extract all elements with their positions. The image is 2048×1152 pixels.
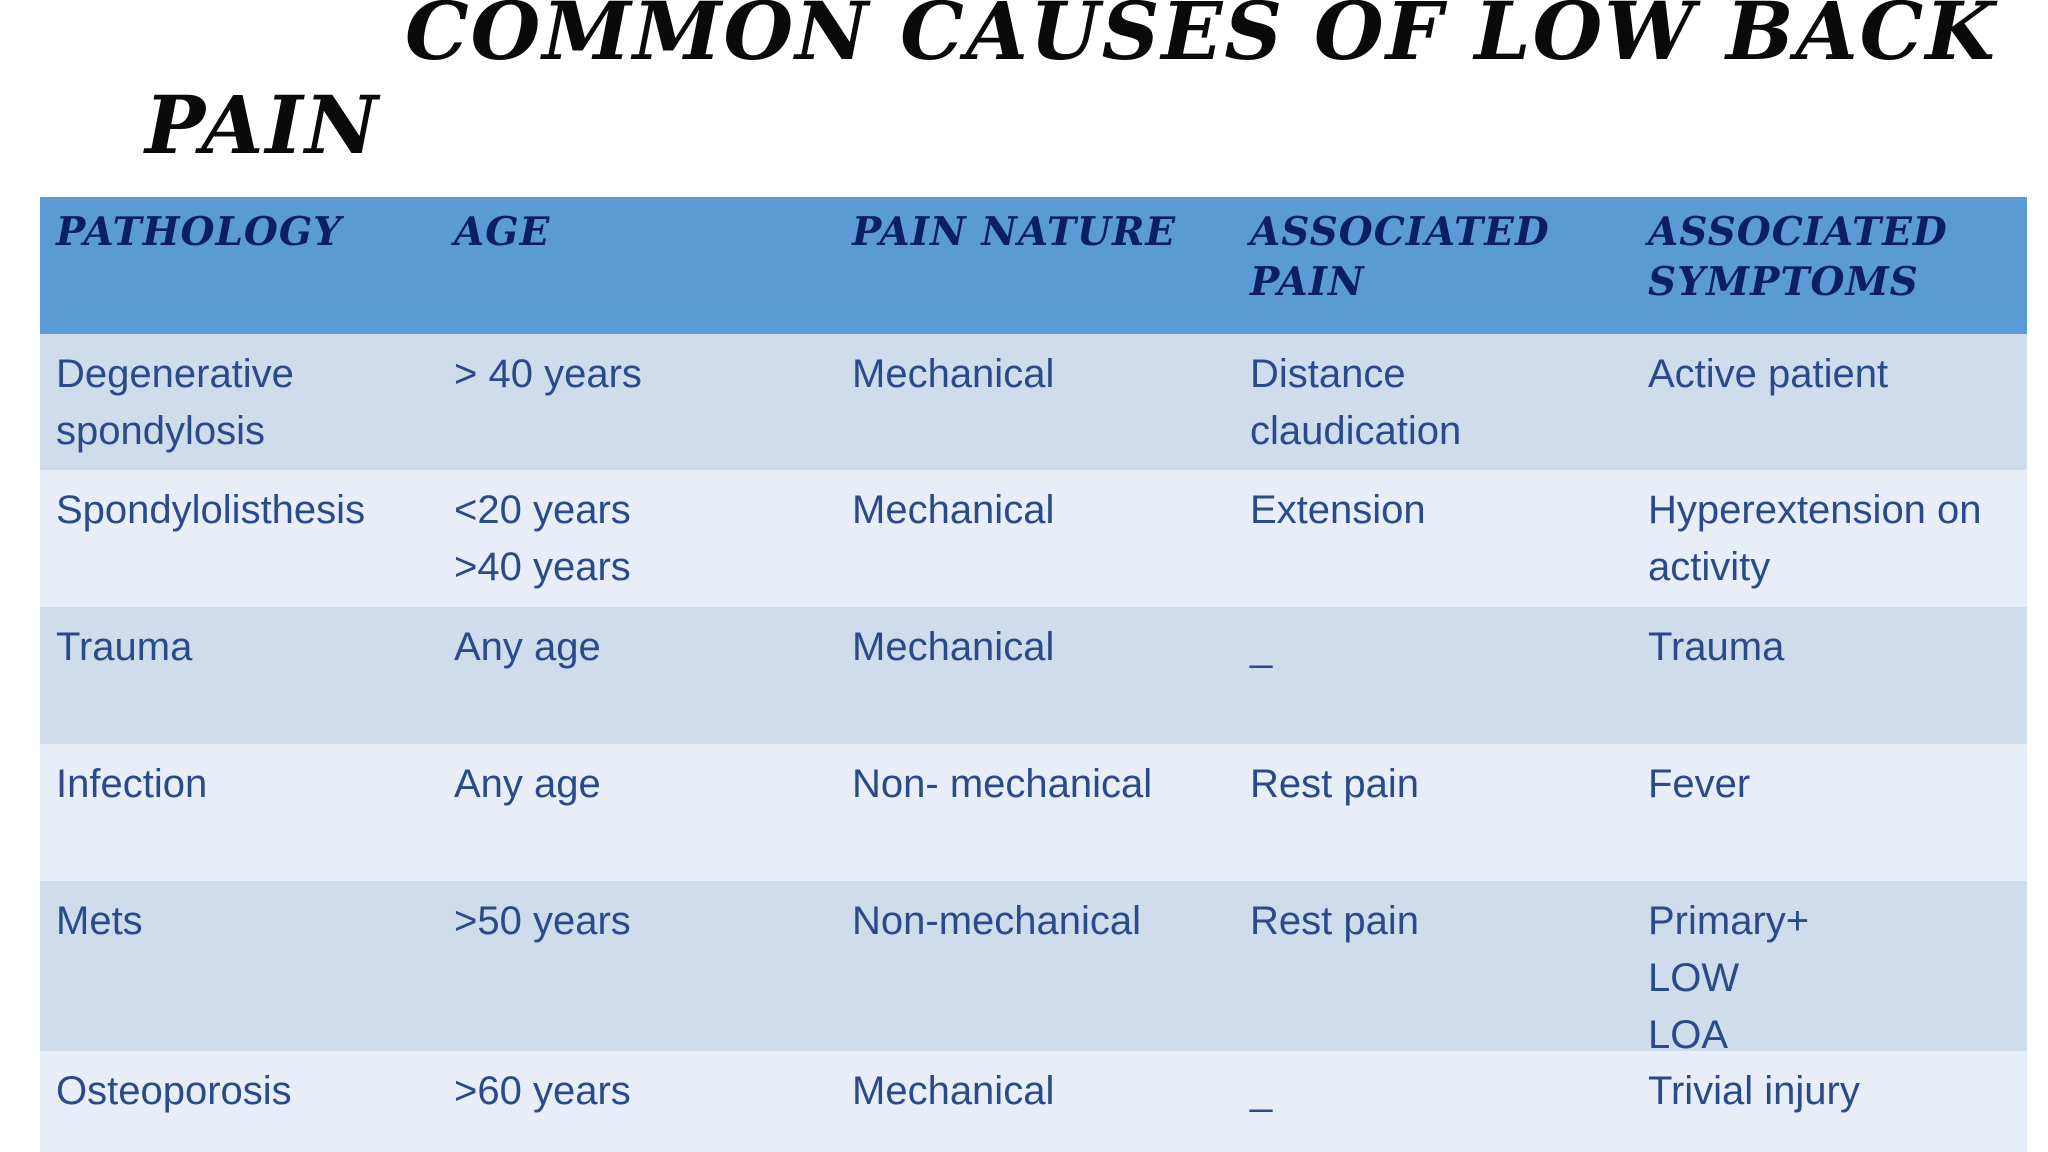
cell-associated-symptoms: Primary+ LOW LOA — [1632, 881, 2027, 1051]
cell-text: Mechanical — [852, 488, 1055, 532]
cell-pain-nature: Mechanical — [836, 607, 1234, 744]
cell-text: >40 years — [454, 545, 631, 589]
cell-associated-symptoms: Trivial injury — [1632, 1051, 2027, 1152]
cell-text: Hyperextension on — [1648, 488, 1982, 532]
cell-pain-nature: Mechanical — [836, 1051, 1234, 1152]
table-row: Osteoporosis >60 years Mechanical _ Triv… — [40, 1051, 2027, 1152]
cell-associated-symptoms: Hyperextension on activity — [1632, 470, 2027, 607]
cell-text: Any age — [454, 762, 601, 806]
cell-pain-nature: Non-mechanical — [836, 881, 1234, 1051]
cell-age: <20 years >40 years — [438, 470, 836, 607]
cell-text: Mechanical — [852, 625, 1055, 669]
cell-pathology: Spondylolisthesis — [40, 470, 438, 607]
table-row: Spondylolisthesis <20 years >40 years Me… — [40, 470, 2027, 607]
header-text: PAIN — [1250, 259, 1365, 305]
cell-associated-symptoms: Fever — [1632, 744, 2027, 881]
table-header-row: PATHOLOGY AGE PAIN NATURE ASSOCIATED PAI… — [40, 197, 2027, 334]
cell-pain-nature: Mechanical — [836, 470, 1234, 607]
table-row: Mets >50 years Non-mechanical Rest pain … — [40, 881, 2027, 1051]
header-text: PATHOLOGY — [56, 209, 342, 255]
header-pain-nature: PAIN NATURE — [836, 197, 1234, 334]
cell-associated-pain: Rest pain — [1234, 744, 1632, 881]
header-text: SYMPTOMS — [1648, 259, 1919, 305]
cell-text: Osteoporosis — [56, 1069, 292, 1113]
cell-text: Rest pain — [1250, 899, 1419, 943]
header-age: AGE — [438, 197, 836, 334]
cell-pathology: Trauma — [40, 607, 438, 744]
cell-associated-symptoms: Active patient — [1632, 334, 2027, 470]
cell-text: Mechanical — [852, 1069, 1055, 1113]
cell-pathology: Osteoporosis — [40, 1051, 438, 1152]
header-associated-symptoms: ASSOCIATED SYMPTOMS — [1632, 197, 2027, 334]
cell-text: activity — [1648, 545, 1771, 589]
cell-pain-nature: Non- mechanical — [836, 744, 1234, 881]
cell-pathology: Infection — [40, 744, 438, 881]
cell-associated-pain: Extension — [1234, 470, 1632, 607]
cell-text: Mets — [56, 899, 143, 943]
cell-age: >60 years — [438, 1051, 836, 1152]
cell-pain-nature: Mechanical — [836, 334, 1234, 470]
cell-text: >50 years — [454, 899, 631, 943]
cell-text: LOW — [1648, 956, 1740, 1000]
cell-associated-pain: Distance claudication — [1234, 334, 1632, 470]
header-text: ASSOCIATED — [1250, 209, 1550, 255]
cell-text: Non- mechanical — [852, 762, 1153, 806]
cell-text: <20 years — [454, 488, 631, 532]
header-text: AGE — [454, 209, 551, 255]
cell-associated-pain: _ — [1234, 1051, 1632, 1152]
table-row: Infection Any age Non- mechanical Rest p… — [40, 744, 2027, 881]
cell-text: Infection — [56, 762, 208, 806]
cell-text: Fever — [1648, 762, 1751, 806]
cell-age: Any age — [438, 744, 836, 881]
cell-text: Trivial injury — [1648, 1069, 1860, 1113]
cell-text: Rest pain — [1250, 762, 1419, 806]
cell-text: Mechanical — [852, 352, 1055, 396]
cell-text: claudication — [1250, 409, 1462, 453]
header-text: PAIN NATURE — [852, 209, 1177, 255]
cell-text: Non-mechanical — [852, 899, 1142, 943]
cell-text: Spondylolisthesis — [56, 488, 366, 532]
cell-text: Any age — [454, 625, 601, 669]
cell-text: _ — [1250, 625, 1273, 669]
causes-table: PATHOLOGY AGE PAIN NATURE ASSOCIATED PAI… — [40, 197, 2027, 1152]
cell-pathology: Degenerative spondylosis — [40, 334, 438, 470]
header-text: ASSOCIATED — [1648, 209, 1948, 255]
cell-text: Active patient — [1648, 352, 1889, 396]
cell-text: spondylosis — [56, 409, 266, 453]
cell-text: Degenerative — [56, 352, 294, 396]
cell-text: Trauma — [56, 625, 193, 669]
cell-text: Trauma — [1648, 625, 1785, 669]
table-row: Degenerative spondylosis > 40 years Mech… — [40, 334, 2027, 470]
page-title-line-1: COMMON CAUSES OF LOW BACK — [405, 0, 1997, 78]
cell-text: >60 years — [454, 1069, 631, 1113]
cell-associated-pain: _ — [1234, 607, 1632, 744]
cell-associated-symptoms: Trauma — [1632, 607, 2027, 744]
cell-pathology: Mets — [40, 881, 438, 1051]
cell-age: Any age — [438, 607, 836, 744]
header-pathology: PATHOLOGY — [40, 197, 438, 334]
cell-text: > 40 years — [454, 352, 642, 396]
cell-text: Primary+ — [1648, 899, 1810, 943]
cell-text: Extension — [1250, 488, 1426, 532]
cell-age: > 40 years — [438, 334, 836, 470]
table-row: Trauma Any age Mechanical _ Trauma — [40, 607, 2027, 744]
cell-text: _ — [1250, 1069, 1273, 1113]
header-associated-pain: ASSOCIATED PAIN — [1234, 197, 1632, 334]
cell-text: LOA — [1648, 1013, 1729, 1051]
cell-age: >50 years — [438, 881, 836, 1051]
cell-text: Distance — [1250, 352, 1406, 396]
cell-associated-pain: Rest pain — [1234, 881, 1632, 1051]
page-title-line-2: PAIN — [145, 78, 380, 172]
